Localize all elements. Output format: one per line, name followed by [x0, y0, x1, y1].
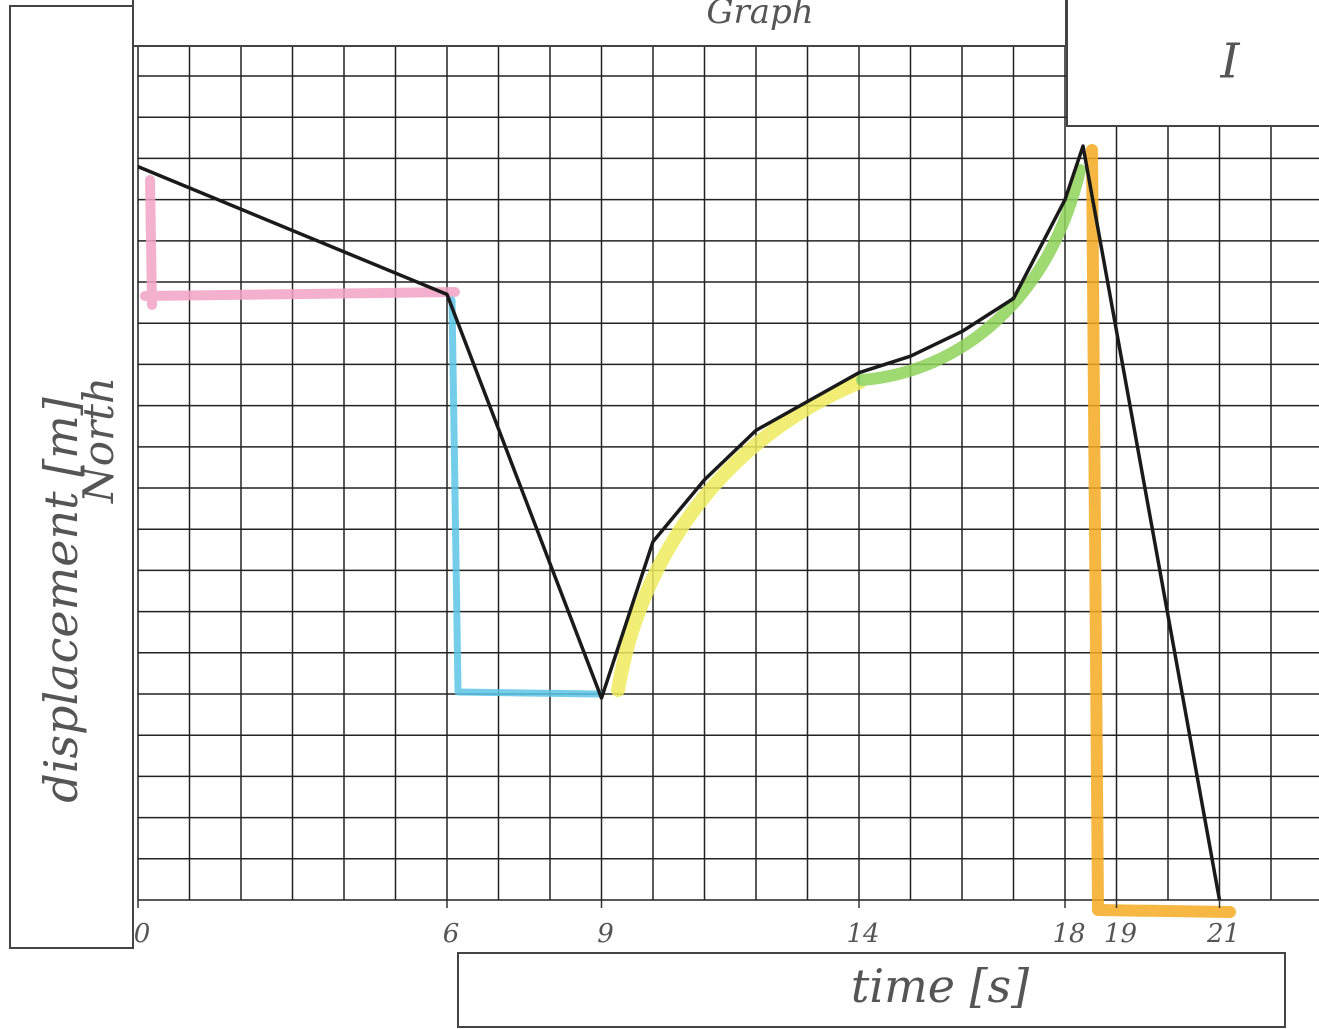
y-axis-label: North: [74, 377, 123, 504]
x-tick-label: 19: [1104, 919, 1137, 949]
cyan-highlight: [448, 296, 604, 698]
x-tick-label: 6: [443, 919, 460, 949]
x-tick-label: 18: [1052, 919, 1085, 949]
highlights: [140, 144, 1236, 918]
pink-highlight: [140, 175, 460, 310]
chart-title: Graph: [706, 0, 813, 32]
corner-box: [1066, 0, 1319, 127]
x-axis-label: time [s]: [851, 959, 1029, 1013]
y-axis-label: displacement [m]: [34, 397, 88, 802]
y-label-box: [9, 5, 134, 949]
data-line: [137, 144, 1222, 901]
x-tick-label: 14: [846, 919, 879, 949]
yellow-highlight: [611, 375, 867, 697]
x-tick-label: 0: [134, 919, 151, 949]
x-tick-label: 21: [1206, 919, 1240, 949]
title-box: [132, 0, 1067, 47]
x-label-box: [457, 952, 1286, 1028]
green-highlight: [856, 164, 1086, 386]
orange-highlight: [1086, 144, 1236, 918]
x-tick-label: 9: [597, 919, 614, 949]
corner-note: I: [1220, 34, 1241, 90]
